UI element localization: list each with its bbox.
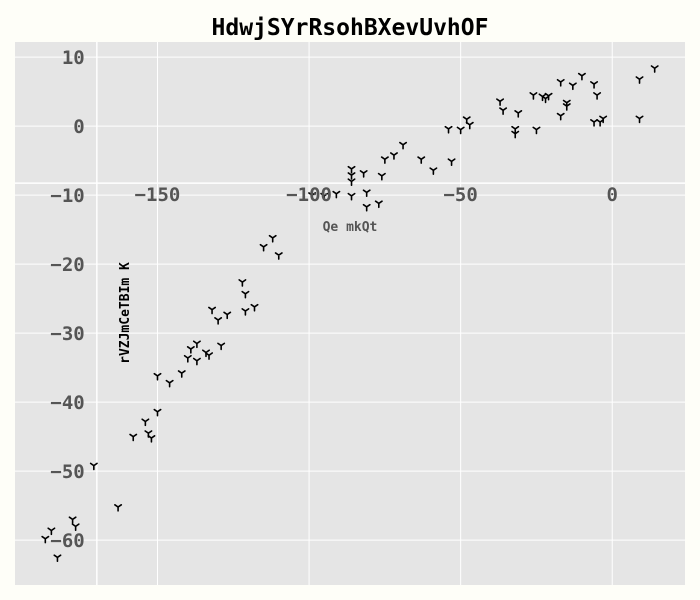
- x-tick-label-1: −100: [286, 184, 332, 206]
- data-point-1: [47, 527, 56, 536]
- data-point-64: [556, 78, 565, 87]
- y-tick-label-3: −20: [50, 254, 84, 276]
- data-point-14: [177, 370, 186, 378]
- x-tick-label-3: 0: [607, 184, 618, 206]
- data-point-39: [359, 170, 368, 178]
- data-point-42: [374, 200, 383, 209]
- data-point-27: [241, 308, 250, 316]
- data-point-34: [332, 190, 341, 199]
- data-point-28: [250, 303, 259, 312]
- y-tick-label-2: −10: [50, 185, 84, 207]
- data-point-48: [429, 167, 438, 175]
- data-point-10: [147, 434, 156, 443]
- data-point-68: [568, 82, 577, 91]
- y-tick-label-1: 0: [73, 116, 84, 138]
- data-point-12: [153, 408, 162, 417]
- data-point-50: [447, 158, 456, 167]
- data-point-25: [238, 279, 247, 287]
- data-point-11: [153, 372, 162, 381]
- data-point-5: [89, 462, 98, 471]
- data-point-58: [514, 110, 523, 118]
- data-point-65: [556, 112, 565, 121]
- data-point-20: [205, 352, 214, 360]
- data-point-36: [347, 178, 356, 187]
- data-point-45: [389, 152, 398, 160]
- x-axis-label: Qe mkQt: [323, 220, 378, 235]
- data-point-32: [308, 192, 317, 200]
- data-point-54: [496, 98, 505, 106]
- data-point-67: [562, 103, 571, 111]
- data-point-2: [53, 554, 62, 563]
- data-point-4: [71, 523, 80, 531]
- y-tick-label-6: −50: [50, 461, 84, 483]
- data-point-41: [362, 189, 371, 198]
- data-point-62: [541, 95, 550, 104]
- plot-area: [15, 42, 685, 585]
- tick-labels: −150 −100 −50 0 10 0 −10 −20 −30 −40 −50 −60: [50, 47, 618, 552]
- chart-title: HdwjSYrRsohBXevUvhOF: [212, 15, 489, 41]
- scatter-points: [41, 65, 659, 563]
- data-point-22: [214, 317, 223, 325]
- data-point-21: [208, 306, 217, 315]
- data-point-70: [590, 81, 599, 89]
- data-point-56: [511, 125, 520, 134]
- data-point-8: [141, 418, 150, 427]
- data-point-73: [593, 92, 602, 100]
- data-point-24: [223, 311, 232, 320]
- data-point-15: [183, 354, 192, 363]
- data-point-44: [380, 156, 389, 164]
- data-point-69: [577, 72, 586, 81]
- data-point-7: [129, 433, 138, 442]
- data-point-35: [347, 192, 356, 201]
- data-point-33: [320, 192, 329, 201]
- data-point-0: [41, 535, 50, 544]
- data-point-23: [217, 342, 226, 351]
- data-point-75: [635, 76, 644, 84]
- data-point-13: [165, 379, 174, 388]
- data-point-63: [544, 92, 553, 101]
- grid: [15, 42, 685, 585]
- data-point-37: [347, 172, 356, 180]
- data-point-18: [192, 340, 201, 349]
- data-point-6: [114, 503, 123, 512]
- data-point-53: [465, 121, 474, 130]
- data-point-60: [532, 126, 541, 135]
- x-tick-label-0: −150: [135, 184, 181, 206]
- y-axis-label: rVZJmCeTBIm K: [118, 262, 133, 364]
- data-point-49: [444, 125, 453, 134]
- y-tick-label-0: 10: [62, 47, 85, 69]
- y-tick-label-7: −60: [50, 530, 84, 552]
- data-point-26: [241, 290, 250, 299]
- data-point-59: [529, 92, 538, 100]
- x-tick-label-2: −50: [443, 184, 477, 206]
- data-point-43: [377, 172, 386, 181]
- data-point-30: [268, 234, 277, 243]
- data-point-72: [596, 118, 605, 127]
- data-point-46: [399, 141, 408, 150]
- data-point-40: [362, 203, 371, 212]
- data-point-38: [347, 165, 356, 174]
- data-point-3: [68, 516, 77, 525]
- data-point-76: [635, 115, 644, 124]
- data-point-16: [186, 345, 195, 354]
- y-tick-label-5: −40: [50, 392, 84, 414]
- data-point-17: [192, 357, 201, 366]
- data-point-57: [511, 130, 520, 139]
- data-point-51: [456, 126, 465, 135]
- data-point-47: [417, 156, 426, 164]
- data-point-71: [590, 118, 599, 127]
- data-point-31: [274, 252, 283, 260]
- y-tick-label-4: −30: [50, 323, 84, 345]
- data-point-74: [599, 115, 608, 124]
- data-point-55: [499, 107, 508, 115]
- data-point-77: [650, 65, 659, 73]
- data-point-29: [259, 243, 268, 252]
